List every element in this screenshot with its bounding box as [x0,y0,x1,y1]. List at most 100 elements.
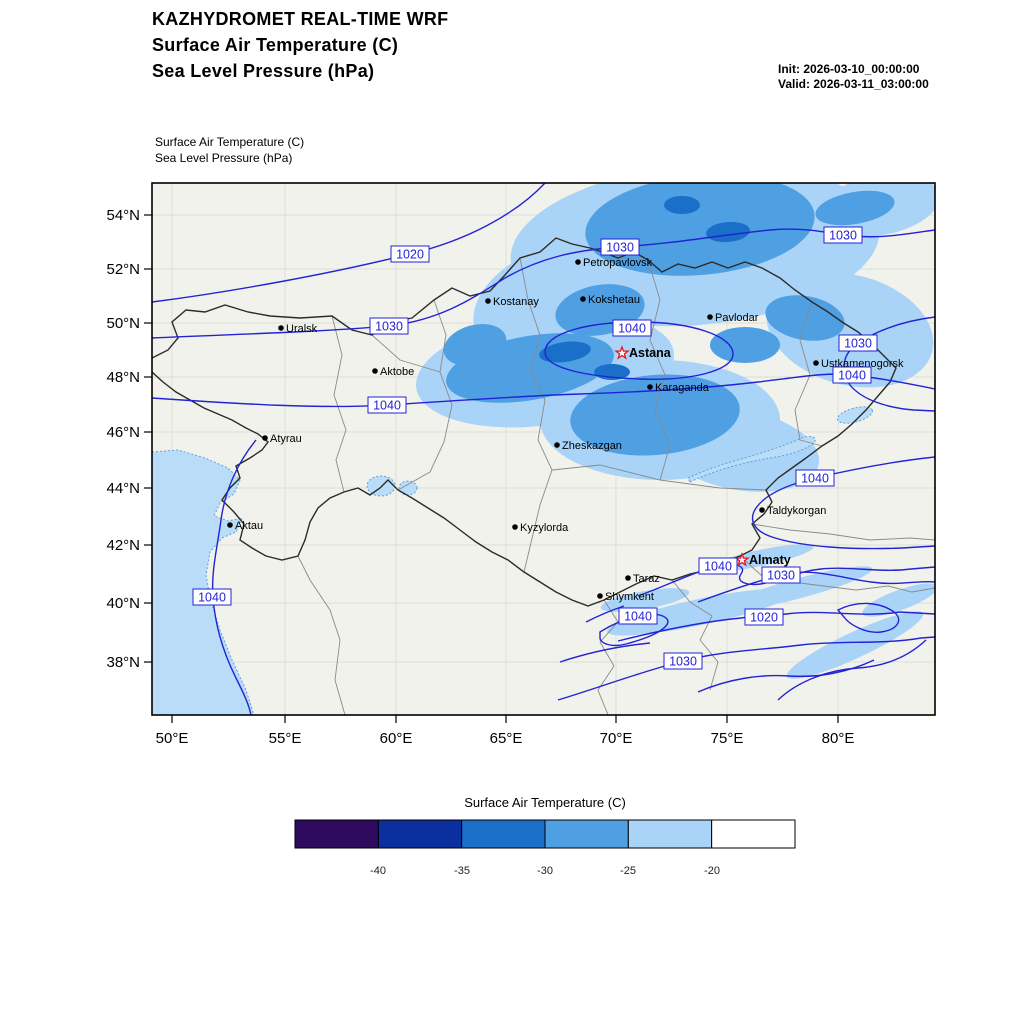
product-subtitle-temperature: Surface Air Temperature (C) [152,35,399,55]
city-dot [512,524,518,530]
city-dot [227,522,233,528]
x-axis-label: 55°E [269,730,302,747]
valid-time: Valid: 2026-03-11_03:00:00 [778,77,929,91]
y-axis: 54°N 52°N 50°N 48°N 46°N 44°N 42°N 40°N … [106,207,152,671]
contour-label-box [618,607,658,625]
city-dot [262,435,268,441]
aral-sea [366,475,396,497]
contour-label-text: 1040 [704,560,732,574]
contour-label-text: 1030 [844,337,872,351]
temp-shade-blob [443,323,507,367]
city-marker: Atyrau [262,433,302,445]
contour-label-box [612,319,652,337]
city-dot [580,296,586,302]
contour-label-box [795,469,835,487]
city-marker: Karaganda [647,382,710,394]
city-label: Aktau [235,520,263,532]
legend-color-swatch [711,819,796,849]
city-label: Taldykorgan [767,505,826,517]
pressure-contour-line [697,571,935,603]
temp-shade-blob [765,295,845,341]
y-axis-label: 48°N [106,369,140,386]
city-label: Zheskazgan [562,440,622,452]
y-axis-label: 42°N [106,537,140,554]
contour-label: 1020 [390,245,430,263]
city-marker: Aktobe [372,366,414,378]
contour-label-box [369,317,409,335]
city-dot [597,593,603,599]
contour-label-box [390,245,430,263]
pressure-contour-line [843,316,935,412]
capital-star-icon [614,345,630,360]
y-axis-label: 46°N [106,424,140,441]
y-axis-label: 44°N [106,480,140,497]
contour-label-text: 1030 [375,320,403,334]
header-block: KAZHYDROMET REAL-TIME WRF Surface Air Te… [152,6,448,84]
pressure-contour-line [559,642,651,663]
contour-label: 1030 [663,652,703,670]
contour-label: 1040 [698,557,738,575]
legend-tick-label: -30 [537,865,553,877]
city-marker: Zheskazgan [554,440,622,452]
temp-shade-blob [862,583,935,617]
y-axis-ticks [144,214,152,663]
init-time: Init: 2026-03-10_00:00:00 [778,62,920,76]
x-axis-label: 65°E [490,730,523,747]
capital-marker: Astana [614,345,672,360]
city-marker: Uralsk [278,323,318,335]
temp-shade-blob [710,327,780,363]
x-axis-ticks [171,715,839,723]
y-axis-label: 40°N [106,595,140,612]
contour-label-text: 1030 [829,229,857,243]
region-borders [297,257,935,715]
region-border-line [551,464,767,491]
x-axis-label: 80°E [822,730,855,747]
region-border-line [597,599,619,715]
contour-label-text: 1040 [198,591,226,605]
capital-label: Astana [629,346,672,360]
contour-label-box [823,226,863,244]
pressure-contour-line [585,605,625,623]
map-frame [151,182,936,716]
contour-label: 1030 [838,334,878,352]
contour-labels: 1020 1030 1030 1030 1040 [192,226,878,670]
city-marker: Pavlodar [707,312,759,324]
region-border-line [331,315,347,493]
capital-label: Almaty [749,553,791,567]
x-axis-label: 75°E [711,730,744,747]
pressure-contour-line [751,456,935,550]
run-times: Init: 2026-03-10_00:00:00 Valid: 2026-03… [778,62,929,92]
contour-label-text: 1040 [801,472,829,486]
temp-shade-blob [585,183,815,276]
pressure-contour-line [777,639,927,701]
pressure-contour-line [836,602,900,633]
city-label: Karaganda [655,382,710,394]
country-border [152,237,897,607]
temp-shade-blob [786,611,924,679]
legend-color-swatch [377,819,463,849]
city-dot [485,298,491,304]
x-axis-label: 60°E [380,730,413,747]
temp-shade-blob [664,196,700,214]
y-axis-label: 54°N [106,207,140,224]
legend-color-swatch [461,819,546,849]
contour-label: 1040 [192,588,232,606]
legend: Surface Air Temperature (C) -40 -35 -30 … [294,795,796,877]
city-label: Taraz [633,573,660,585]
temp-shade-blob [570,374,740,456]
kazakhstan-outline [152,237,897,607]
legend-tick-label: -40 [370,865,386,877]
contour-label-text: 1020 [750,611,778,625]
city-marker: Taraz [625,573,660,585]
legend-tick-label: -20 [704,865,720,877]
x-axis-label: 70°E [600,730,633,747]
x-axis: 50°E 55°E 60°E 65°E 70°E 75°E 80°E [156,715,855,747]
pressure-contour-line [557,636,935,701]
contour-label: 1040 [612,319,652,337]
city-marker: Kostanay [485,296,539,308]
region-border-line [671,579,719,691]
legend-tick-label: -35 [454,865,470,877]
capital-markers: Astana Almaty [614,345,791,567]
contour-label-box [663,652,703,670]
contour-label-text: 1040 [373,399,401,413]
